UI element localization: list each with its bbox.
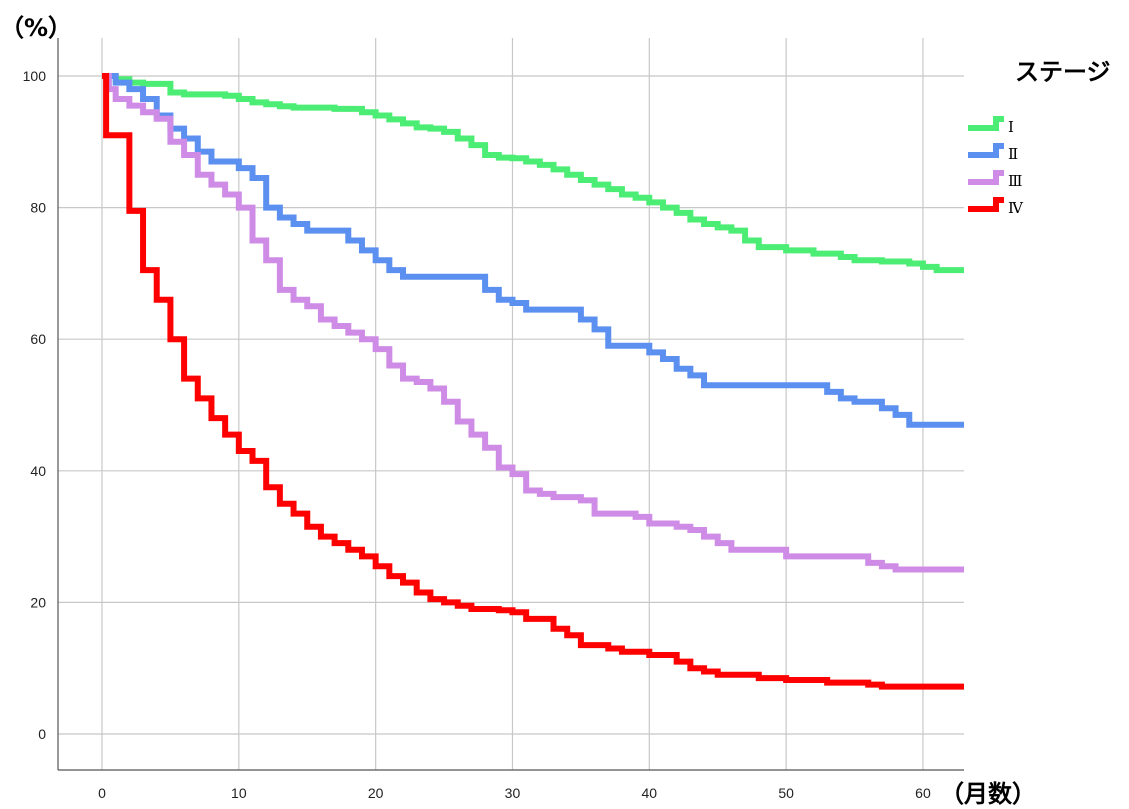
legend-label-stage-1: Ⅰ [1008, 118, 1014, 136]
legend-title: ステージ [1015, 58, 1111, 86]
series-line-stage-3 [102, 73, 964, 573]
legend-swatch-stage-1 [968, 116, 1004, 131]
x-tick-label: 30 [505, 785, 521, 801]
y-unit-label: （%） [0, 14, 72, 42]
series-line-stage-1 [102, 73, 964, 274]
series-group [102, 73, 964, 690]
legend-label-stage-2: Ⅱ [1008, 145, 1018, 163]
y-tick-label: 20 [30, 594, 46, 610]
legend-label-stage-4: Ⅳ [1008, 199, 1024, 217]
x-tick-label: 0 [98, 785, 106, 801]
y-tick-label: 100 [23, 68, 47, 84]
x-unit-label: （月数） [940, 780, 1036, 808]
y-tick-label: 80 [30, 200, 46, 216]
y-tick-label: 40 [30, 463, 46, 479]
series-line-stage-4 [102, 73, 964, 690]
y-tick-label: 60 [30, 331, 46, 347]
legend-swatch-stage-4 [968, 197, 1004, 212]
x-tick-label: 60 [915, 785, 931, 801]
tick-labels: 0 10 20 30 40 50 60 0 20 40 60 80 100 [23, 68, 931, 801]
legend-swatch-stage-3 [968, 170, 1004, 185]
y-tick-label: 0 [38, 726, 46, 742]
legend-swatch-stage-2 [968, 143, 1004, 158]
x-tick-label: 40 [642, 785, 658, 801]
x-tick-label: 50 [778, 785, 794, 801]
grid-lines [58, 38, 964, 770]
x-tick-label: 10 [231, 785, 247, 801]
legend: ステージ Ⅰ Ⅱ Ⅲ Ⅳ [968, 58, 1111, 217]
axes [57, 38, 964, 771]
series-line-stage-2 [102, 73, 964, 428]
x-tick-label: 20 [368, 785, 384, 801]
legend-label-stage-3: Ⅲ [1008, 172, 1022, 190]
